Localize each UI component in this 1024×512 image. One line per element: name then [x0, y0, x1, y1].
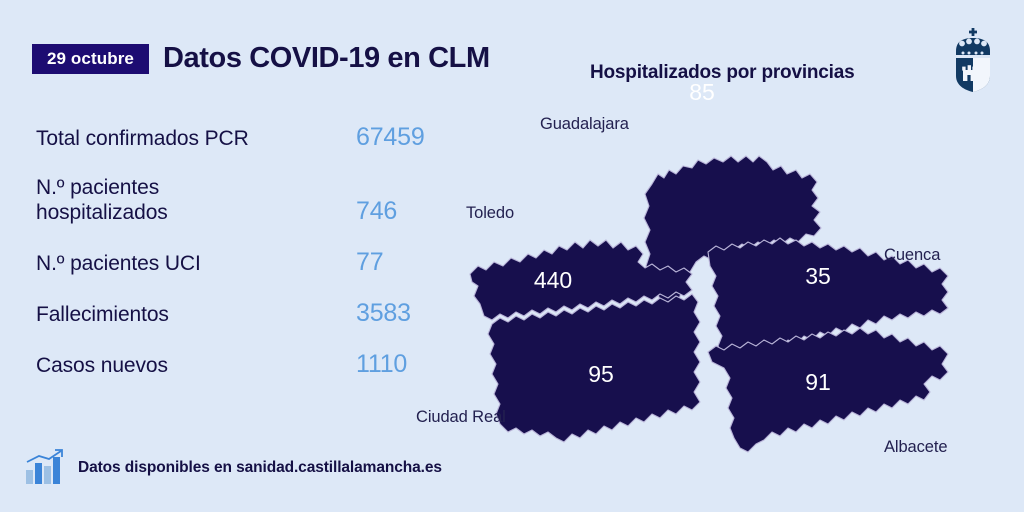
province-map-section: Hospitalizados por provincias 85 440 35 …: [416, 52, 1024, 492]
stat-value: 1110: [356, 349, 408, 378]
stat-row-total-confirmados: Total confirmados PCR 67459: [36, 118, 456, 152]
stat-label: Fallecimientos: [36, 302, 169, 326]
castilla-la-mancha-map: 85 440 35 95 91: [469, 79, 949, 453]
stat-value: 77: [356, 247, 384, 276]
stat-row-fallecimientos: Fallecimientos 3583: [36, 294, 456, 328]
province-value-cuenca: 35: [805, 263, 831, 289]
footer-source-text: Datos disponibles en sanidad.castillalam…: [78, 459, 442, 476]
province-albacete[interactable]: [707, 327, 949, 453]
stat-label: N.º pacientes UCI: [36, 251, 201, 275]
province-label-cuenca: Cuenca: [884, 246, 941, 264]
map-title: Hospitalizados por provincias: [590, 62, 855, 83]
province-value-guadalajara: 85: [689, 79, 715, 105]
stat-label: N.º pacientes hospitalizados: [36, 176, 168, 226]
stat-label: Total confirmados PCR: [36, 127, 249, 151]
stat-row-casos-nuevos: Casos nuevos 1110: [36, 345, 456, 379]
stat-label: Casos nuevos: [36, 353, 168, 377]
province-ciudad-real[interactable]: [487, 293, 701, 443]
bar-chart-icon: [22, 448, 66, 488]
stat-label-line2: hospitalizados: [36, 200, 168, 224]
page-title: Datos COVID-19 en CLM: [162, 42, 490, 74]
stat-value: 3583: [356, 298, 411, 327]
date-badge: 29 octubre: [32, 43, 149, 74]
stat-row-hospitalizados: N.º pacientes hospitalizados 746: [36, 176, 456, 226]
province-label-toledo: Toledo: [466, 204, 515, 222]
stat-value: 67459: [356, 123, 425, 151]
province-value-toledo: 440: [534, 267, 572, 293]
statistics-list: Total confirmados PCR 67459 N.º paciente…: [36, 118, 456, 379]
stat-value: 746: [356, 196, 398, 225]
stat-row-uci: N.º pacientes UCI 77: [36, 243, 456, 277]
province-label-albacete: Albacete: [884, 438, 948, 456]
province-label-ciudad-real: Ciudad Real: [416, 408, 506, 426]
stat-label-line1: N.º pacientes: [36, 176, 160, 199]
province-label-guadalajara: Guadalajara: [540, 115, 629, 133]
province-value-ciudad-real: 95: [588, 361, 614, 387]
header: 29 octubre Datos COVID-19 en CLM: [32, 42, 490, 75]
province-toledo[interactable]: [469, 239, 693, 321]
footer: Datos disponibles en sanidad.castillalam…: [22, 448, 442, 488]
province-value-albacete: 91: [805, 369, 831, 395]
castilla-la-mancha-coat-of-arms-icon: [942, 24, 1004, 94]
